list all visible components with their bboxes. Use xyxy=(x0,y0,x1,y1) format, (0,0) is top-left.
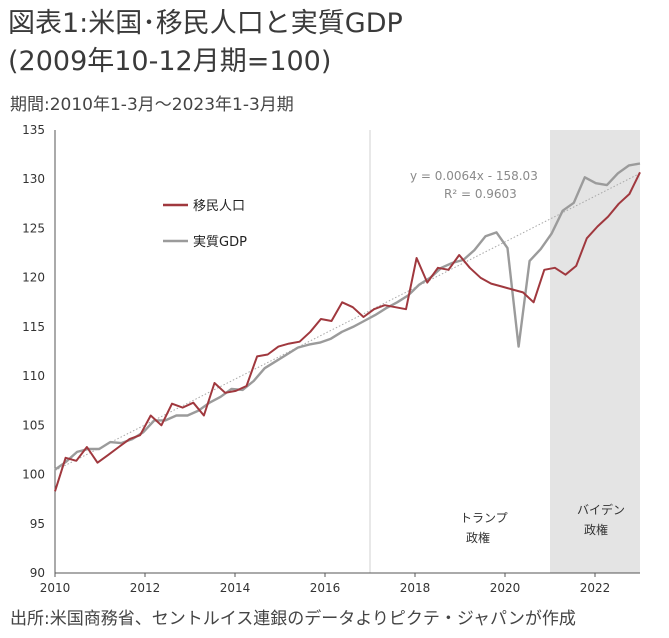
y-tick-label: 110 xyxy=(22,369,45,383)
y-tick-label: 120 xyxy=(22,271,45,285)
x-tick-label: 2016 xyxy=(310,581,341,595)
x-tick-label: 2010 xyxy=(40,581,71,595)
series-line-immigrant-population xyxy=(54,171,641,492)
y-tick-label: 135 xyxy=(22,123,45,137)
y-tick-label: 130 xyxy=(22,172,45,186)
y-tick-label: 105 xyxy=(22,418,45,432)
biden-label-2: 政権 xyxy=(584,522,608,537)
biden-label-1: バイデン xyxy=(577,502,625,517)
axis-layer: 90 95 100 105 110 115 120 125 130 135 2010 2012 2014… xyxy=(22,123,640,595)
y-tick-label: 100 xyxy=(22,468,45,482)
chart-title: 図表1:米国･移民人口と実質GDP xyxy=(8,8,403,39)
y-tick-label: 125 xyxy=(22,221,45,235)
y-tick-label: 115 xyxy=(22,320,45,334)
x-tick-label: 2022 xyxy=(580,581,611,595)
x-tick-label: 2012 xyxy=(130,581,161,595)
trend-equation: y = 0.0064x - 158.03 xyxy=(410,169,538,183)
period-label: 期間:2010年1-3月～2023年1-3月期 xyxy=(10,95,294,115)
series-line-real-gdp xyxy=(54,162,641,471)
line-chart: 90 95 100 105 110 115 120 125 130 135 2010 2012 2014… xyxy=(22,123,641,595)
x-tick-label: 2018 xyxy=(400,581,431,595)
series-layer xyxy=(54,162,641,492)
y-tick-label: 95 xyxy=(30,517,45,531)
x-tick-label: 2020 xyxy=(490,581,521,595)
shaded-region-layer xyxy=(369,130,640,573)
trump-label-1: トランプ xyxy=(460,511,508,525)
trump-label-2: 政権 xyxy=(466,530,490,545)
source-note: 出所:米国商務省、セントルイス連銀のデータよりピクテ・ジャパンが作成 xyxy=(10,609,576,629)
chart-subtitle: (2009年10-12月期=100) xyxy=(8,46,332,77)
x-tick-label: 2014 xyxy=(220,581,251,595)
annotations: y = 0.0064x - 158.03 R² = 0.9603 トランプ 政権… xyxy=(410,169,625,545)
trend-r2: R² = 0.9603 xyxy=(444,187,517,201)
y-tick-label: 90 xyxy=(30,566,45,580)
biden-shaded-region xyxy=(550,130,640,573)
legend-label: 実質GDP xyxy=(193,234,247,250)
legend-label: 移民人口 xyxy=(193,199,245,214)
